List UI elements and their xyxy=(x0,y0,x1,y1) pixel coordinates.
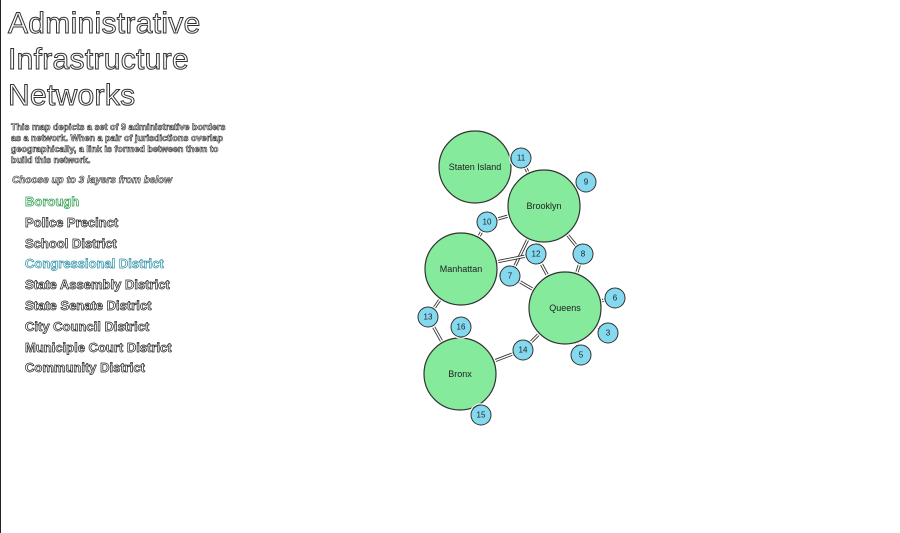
layer-item-state-senate-district[interactable]: State Senate District xyxy=(25,297,152,314)
layer-item-police-precinct[interactable]: Police Precinct xyxy=(25,214,119,230)
district-label: 13 xyxy=(424,313,433,322)
layer-item-community-district[interactable]: Community District xyxy=(25,360,146,376)
node-halo xyxy=(511,338,535,362)
node-halo xyxy=(571,242,595,266)
layer-item-congressional-district[interactable]: Congressional District xyxy=(25,256,164,272)
network-nodes: Staten Island Brooklyn Manhattan Queens Bron… xyxy=(416,129,627,427)
district-circle[interactable] xyxy=(512,339,534,361)
district-label: 3 xyxy=(606,329,611,338)
district-circle[interactable] xyxy=(597,322,619,344)
node-halo xyxy=(498,264,522,288)
layer-item-school-district[interactable]: School District xyxy=(25,235,117,251)
district-label: 8 xyxy=(581,250,586,259)
district-label: 9 xyxy=(584,178,589,187)
district-label: 6 xyxy=(613,294,618,303)
control-panel: Administrative Infrastructure Networks T… xyxy=(8,6,243,379)
borough-circle[interactable] xyxy=(528,271,602,345)
borough-circle[interactable] xyxy=(438,130,512,204)
district-label: 10 xyxy=(483,218,492,227)
district-node-5[interactable]: 5 xyxy=(569,343,593,367)
district-node-10[interactable]: 10 xyxy=(475,210,499,234)
district-circle[interactable] xyxy=(476,211,498,233)
layer-list: Borough Police Precinct School District … xyxy=(25,192,243,379)
node-halo xyxy=(475,210,499,234)
district-circle[interactable] xyxy=(572,243,594,265)
district-node-11[interactable]: 11 xyxy=(509,146,533,170)
node-halo xyxy=(574,170,598,194)
borough-label: Queens xyxy=(549,303,581,313)
district-label: 14 xyxy=(519,346,528,355)
district-node-15[interactable]: 15 xyxy=(469,403,493,427)
district-node-14[interactable]: 14 xyxy=(511,338,535,362)
node-halo xyxy=(524,242,548,266)
borough-label: Staten Island xyxy=(449,162,502,172)
district-circle[interactable] xyxy=(470,404,492,426)
district-circle[interactable] xyxy=(450,316,472,338)
node-halo xyxy=(449,315,473,339)
district-circle[interactable] xyxy=(575,171,597,193)
layer-item-state-assembly-district[interactable]: State Assembly District xyxy=(25,277,170,293)
node-halo xyxy=(437,129,513,205)
layer-prompt: Choose up to 3 layers from below xyxy=(12,175,173,187)
district-label: 5 xyxy=(579,351,584,360)
district-label: 11 xyxy=(517,154,526,163)
district-node-3[interactable]: 3 xyxy=(596,321,620,345)
district-node-6[interactable]: 6 xyxy=(603,286,627,310)
district-label: 12 xyxy=(532,250,541,259)
district-circle[interactable] xyxy=(417,306,439,328)
node-halo xyxy=(506,168,582,244)
borough-node-staten-island[interactable]: Staten Island xyxy=(437,129,513,205)
district-circle[interactable] xyxy=(499,265,521,287)
node-halo xyxy=(469,403,493,427)
node-halo xyxy=(527,270,603,346)
district-node-7[interactable]: 7 xyxy=(498,264,522,288)
node-halo xyxy=(423,231,499,307)
node-halo xyxy=(569,343,593,367)
district-label: 16 xyxy=(457,323,466,332)
borough-node-manhattan[interactable]: Manhattan xyxy=(423,231,499,307)
district-node-8[interactable]: 8 xyxy=(571,242,595,266)
node-halo xyxy=(509,146,533,170)
layer-item-borough[interactable]: Borough xyxy=(25,194,80,210)
borough-circle[interactable] xyxy=(424,232,498,306)
title-line: Administrative xyxy=(8,7,201,41)
node-halo xyxy=(416,305,440,329)
borough-node-brooklyn[interactable]: Brooklyn xyxy=(506,168,582,244)
district-label: 15 xyxy=(477,411,486,420)
page-title: Administrative Infrastructure Networks xyxy=(8,6,243,114)
borough-circle[interactable] xyxy=(507,169,581,243)
district-label: 7 xyxy=(508,272,513,281)
district-node-9[interactable]: 9 xyxy=(574,170,598,194)
node-halo xyxy=(596,321,620,345)
title-line: Networks xyxy=(8,79,136,113)
layer-item-city-council-district[interactable]: City Council District xyxy=(25,318,150,334)
borough-label: Manhattan xyxy=(440,264,483,274)
description: This map depicts a set of 9 administrati… xyxy=(11,122,226,166)
district-node-12[interactable]: 12 xyxy=(524,242,548,266)
layer-item-municiple-court-district[interactable]: Municiple Court District xyxy=(25,339,172,355)
district-circle[interactable] xyxy=(525,243,547,265)
borough-node-queens[interactable]: Queens xyxy=(527,270,603,346)
district-node-13[interactable]: 13 xyxy=(416,305,440,329)
district-circle[interactable] xyxy=(570,344,592,366)
district-circle[interactable] xyxy=(510,147,532,169)
frame-border xyxy=(0,0,1,533)
borough-label: Bronx xyxy=(448,369,472,379)
title-line: Infrastructure xyxy=(8,43,190,77)
node-halo xyxy=(603,286,627,310)
borough-label: Brooklyn xyxy=(526,201,561,211)
district-node-16[interactable]: 16 xyxy=(449,315,473,339)
borough-node-bronx[interactable]: Bronx xyxy=(422,336,498,412)
district-circle[interactable] xyxy=(604,287,626,309)
